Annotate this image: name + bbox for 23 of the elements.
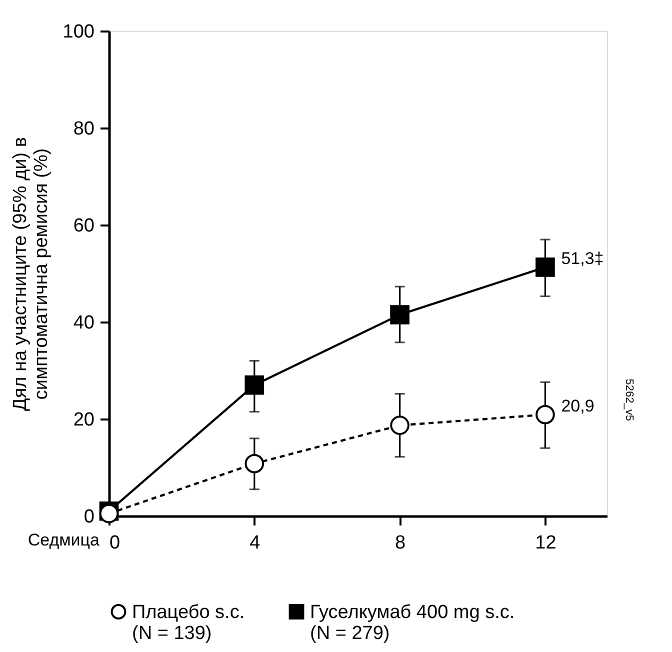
y-tick-label: 80 — [73, 118, 94, 140]
y-tick-label: 20 — [73, 410, 94, 430]
x-tick-label: 8 — [395, 532, 406, 554]
y-tick-label: 0 — [84, 506, 94, 528]
legend-label: Плацебо s.c. (N = 139) — [132, 602, 245, 644]
point — [244, 454, 264, 474]
point — [244, 375, 264, 395]
point — [536, 404, 555, 424]
x-tick-label: 0 — [110, 532, 120, 554]
y-tick-label: 100 — [62, 22, 94, 42]
data-label: 51,3‡ — [561, 249, 604, 268]
x-tick-label: 4 — [250, 532, 261, 554]
point — [536, 258, 555, 277]
data-label: 20,9 — [561, 396, 594, 416]
point — [390, 416, 410, 435]
y-axis-title: Дял на участниците (95% ди) в симптоматична ремисия (%) — [10, 137, 52, 411]
x-tick-label: 12 — [535, 532, 556, 554]
legend-label: Гуселкумаб 400 mg s.c. (N = 279) — [310, 602, 515, 644]
point — [390, 305, 410, 324]
text: 5262_v5 — [623, 378, 635, 421]
x-axis-title: Седмица — [28, 530, 100, 550]
y-tick-label: 60 — [73, 216, 94, 236]
y-tick-label: 40 — [73, 312, 94, 334]
